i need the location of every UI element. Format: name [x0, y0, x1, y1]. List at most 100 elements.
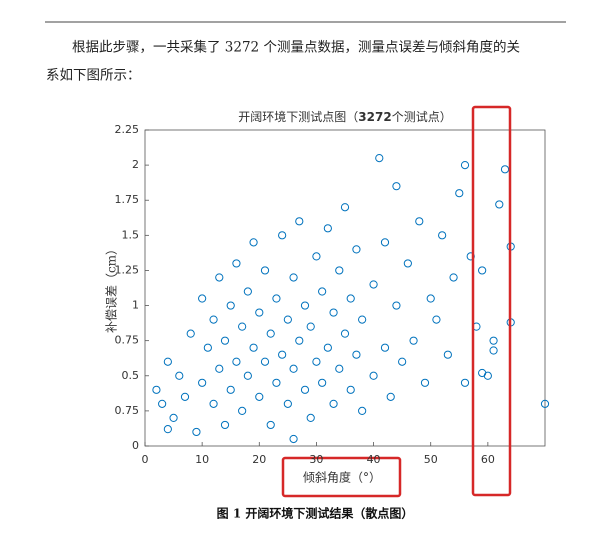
- y-tick-label: 1.75: [115, 193, 140, 206]
- scatter-point: [340, 329, 350, 338]
- scatter-point: [198, 294, 207, 303]
- scatter-point: [380, 343, 390, 352]
- scatter-point: [306, 413, 315, 423]
- x-axis-label: 倾斜角度（°）: [303, 470, 381, 485]
- scatter-point: [460, 161, 470, 170]
- y-tick-label: 0: [132, 439, 139, 452]
- y-tick-label: 0.5: [122, 369, 140, 382]
- scatter-point: [386, 392, 395, 401]
- scatter-point: [243, 371, 252, 380]
- plot-frame: [144, 129, 546, 447]
- chart-title: 开阔环境下测试点图（3272个测试点）: [238, 109, 451, 124]
- title-part: 3272: [358, 110, 391, 124]
- scatter-point: [340, 203, 350, 212]
- scatter-point: [255, 308, 264, 317]
- scatter-point: [215, 273, 224, 282]
- scatter-point: [312, 252, 321, 261]
- scatter-point: [169, 413, 178, 423]
- x-tick-label: 30: [309, 453, 323, 466]
- scatter-point: [312, 357, 321, 366]
- scatter-point: [243, 287, 252, 296]
- highlight-box: [471, 105, 512, 497]
- y-tick-label: 1.25: [115, 263, 140, 276]
- scatter-point: [260, 357, 270, 366]
- scatter-point: [300, 301, 310, 310]
- scatter-point: [415, 217, 424, 226]
- x-tick-label: 10: [195, 453, 209, 466]
- scatter-point: [198, 378, 207, 387]
- x-tick-label: 0: [142, 453, 149, 466]
- scatter-point: [226, 385, 235, 394]
- scatter-point: [449, 273, 458, 282]
- title-part: 个测试点）: [392, 109, 452, 124]
- scatter-point: [358, 406, 367, 415]
- scatter-point: [266, 420, 275, 430]
- scatter-point: [260, 266, 270, 275]
- scatter-point: [209, 399, 218, 408]
- scatter-point: [369, 371, 378, 380]
- scatter-point: [318, 378, 327, 387]
- scatter-point: [380, 238, 390, 247]
- paragraph-line: 系如下图所示：: [46, 68, 141, 84]
- x-tick-label: 40: [367, 453, 381, 466]
- scatter-point: [329, 399, 338, 408]
- y-tick-label: 2: [132, 158, 139, 171]
- scatter-point: [500, 165, 510, 174]
- scatter-point: [220, 420, 230, 430]
- scatter-point: [249, 343, 258, 352]
- scatter-point: [278, 231, 287, 240]
- scatter-point: [460, 378, 470, 387]
- scatter-point: [392, 301, 401, 310]
- scatter-point: [438, 231, 447, 240]
- scatter-point: [283, 315, 292, 324]
- x-tick-label: 20: [252, 453, 266, 466]
- scatter-point: [478, 368, 487, 378]
- scatter-point: [455, 189, 464, 198]
- scatter-point: [158, 399, 167, 408]
- scatter-point: [540, 399, 550, 408]
- x-tick-label: 50: [424, 453, 438, 466]
- scatter-point: [272, 378, 281, 387]
- y-axis-label: 补偿误差（cm）: [104, 243, 119, 333]
- scatter-point: [175, 371, 184, 380]
- title-part: 开阔环境下测试点图（: [238, 109, 358, 124]
- scatter-point: [323, 224, 332, 233]
- scatter-point: [432, 315, 441, 324]
- scatter-point: [283, 399, 292, 408]
- scatter-point: [238, 406, 247, 415]
- scatter-point: [392, 182, 401, 191]
- scatter-point: [306, 322, 315, 331]
- scatter-point: [186, 329, 195, 338]
- scatter-point: [163, 425, 172, 434]
- scatter-point: [398, 357, 407, 366]
- scatter-point: [352, 245, 361, 254]
- scatter-point: [346, 294, 355, 303]
- scatter-point: [289, 364, 298, 373]
- scatter-point: [226, 301, 235, 310]
- scatter-point: [369, 280, 378, 289]
- scatter-point: [220, 336, 230, 345]
- scatter-point: [215, 364, 224, 373]
- scatter-point: [420, 378, 430, 387]
- y-tick-label: 1: [132, 299, 139, 312]
- figure-caption: 图 1 开阔环境下测试结果（散点图）: [217, 506, 414, 521]
- scatter-point: [180, 392, 190, 401]
- scatter-point: [289, 273, 298, 282]
- plot-area: [152, 153, 550, 444]
- scatter-point: [203, 343, 212, 352]
- scatter-point: [489, 346, 498, 355]
- y-tick-label: 0.75: [115, 404, 140, 417]
- scatter-point: [346, 385, 355, 394]
- y-tick-label: 0.75: [115, 334, 140, 347]
- scatter-point: [329, 308, 338, 317]
- scatter-point: [426, 294, 435, 303]
- scatter-point: [489, 336, 498, 345]
- highlight-box: [281, 456, 402, 498]
- scatter-point: [335, 364, 344, 373]
- scatter-point: [209, 315, 218, 324]
- scatter-point: [255, 392, 264, 401]
- y-tick-label: 2.25: [115, 123, 140, 136]
- scatter-point: [289, 434, 298, 444]
